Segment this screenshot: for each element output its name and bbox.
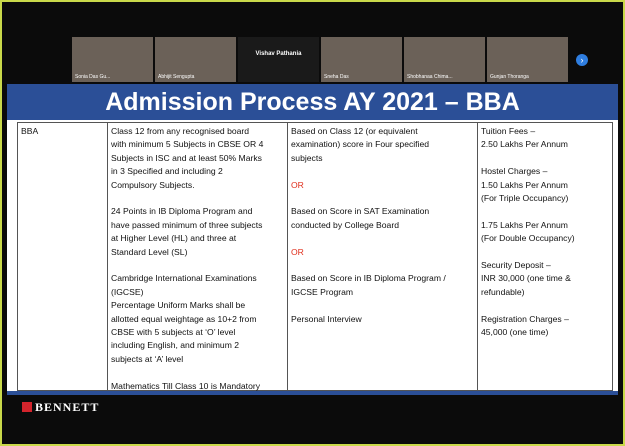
cell-text: Based on Score in IB Diploma Program / <box>291 273 446 284</box>
cell-text: 1.50 Lakhs Per Annum <box>481 179 568 190</box>
table-cell: Tuition Fees – 2.50 Lakhs Per Annum Hostel… <box>477 122 613 391</box>
cell-text: Personal Interview <box>291 313 362 324</box>
participant-name: Sneha Das <box>324 74 349 80</box>
participant-tile: Vishav Pathania <box>238 37 319 82</box>
cell-text: OR <box>291 179 304 190</box>
slide-title: Admission Process AY 2021 – BBA <box>7 84 618 120</box>
cell-text: Hostel Charges – <box>481 166 548 177</box>
cell-text: Based on Score in SAT Examination <box>291 206 430 217</box>
participant-name: Sonia Das Gu... <box>75 74 111 80</box>
participant-tile: Gunjan Thoranga <box>487 37 568 82</box>
table-cell: Class 12 from any recognised board with m… <box>107 122 288 391</box>
cell-text: (IGCSE) <box>111 286 144 297</box>
cell-text: Tuition Fees – <box>481 126 536 136</box>
cell-text: including English, and minimum 2 <box>111 340 240 351</box>
cell-text: CBSE with 5 subjects at ‘O’ level <box>111 327 236 337</box>
cell-text: 1.75 Lakhs Per Annum <box>481 219 568 230</box>
participant-tile: Abhijit Sengupta <box>155 37 236 82</box>
cell-text: Registration Charges – <box>481 313 569 324</box>
cell-text: BBA <box>21 126 39 136</box>
participant-name: Shobhanaa Chima... <box>407 74 453 80</box>
admission-table: BBA Class 12 from any recognised board wit… <box>7 120 618 391</box>
cell-text: subjects at ‘A’ level <box>111 353 184 364</box>
cell-text: Subjects in ISC and at least 50% Marks <box>111 152 262 163</box>
participant-tile: Sneha Das <box>321 37 402 82</box>
logo-text: BENNETT <box>35 400 100 414</box>
cell-text: in 3 Specified and including 2 <box>111 166 223 177</box>
cell-text: Standard Level (SL) <box>111 246 188 257</box>
cell-text: Compulsory Subjects. <box>111 179 195 190</box>
next-participants[interactable]: › <box>576 54 588 66</box>
cell-text: OR <box>291 246 304 257</box>
cell-text: conducted by College Board <box>291 219 399 230</box>
cell-text: 2.50 Lakhs Per Annum <box>481 139 568 150</box>
cell-text: 24 Points in IB Diploma Program and <box>111 206 253 217</box>
participant-tile: Sonia Das Gu... <box>72 37 153 82</box>
cell-text: IGCSE Program <box>291 286 354 297</box>
cell-text: allotted equal weightage as 10+2 from <box>111 313 257 324</box>
participant-name: Vishav Pathania <box>255 51 302 57</box>
cell-text: (For Double Occupancy) <box>481 233 575 244</box>
cell-text: Percentage Uniform Marks shall be <box>111 300 246 311</box>
participant-name: Gunjan Thoranga <box>490 74 529 80</box>
cell-text: 45,000 (one time) <box>481 327 549 337</box>
cell-text: at Higher Level (HL) and three at <box>111 233 237 244</box>
cell-text: examination) score in Four specified <box>291 139 430 150</box>
participant-tile: Shobhanaa Chima... <box>404 37 485 82</box>
cell-text: refundable) <box>481 286 525 297</box>
table-cell: Based on Class 12 (or equivalent examinat… <box>287 122 478 391</box>
participant-name: Abhijit Sengupta <box>158 74 195 80</box>
cell-text: Security Deposit – <box>481 260 551 270</box>
logo: BENNETT <box>22 400 99 415</box>
cell-text: Based on Class 12 (or equivalent <box>291 126 418 136</box>
cell-text: INR 30,000 (one time & <box>481 273 571 284</box>
cell-text: (For Triple Occupancy) <box>481 193 569 203</box>
cell-text: have passed minimum of three subjects <box>111 219 263 230</box>
table-cell: BBA <box>17 122 108 391</box>
cell-text: Class 12 from any recognised board <box>111 126 250 136</box>
cell-text: Cambridge International Examinations <box>111 273 257 284</box>
cell-text: Mathematics Till Class 10 is Mandatory <box>111 380 261 391</box>
cell-text: with minimum 5 Subjects in CBSE OR 4 <box>111 139 264 150</box>
cell-text: subjects <box>291 152 323 163</box>
footer-bar <box>7 391 618 395</box>
